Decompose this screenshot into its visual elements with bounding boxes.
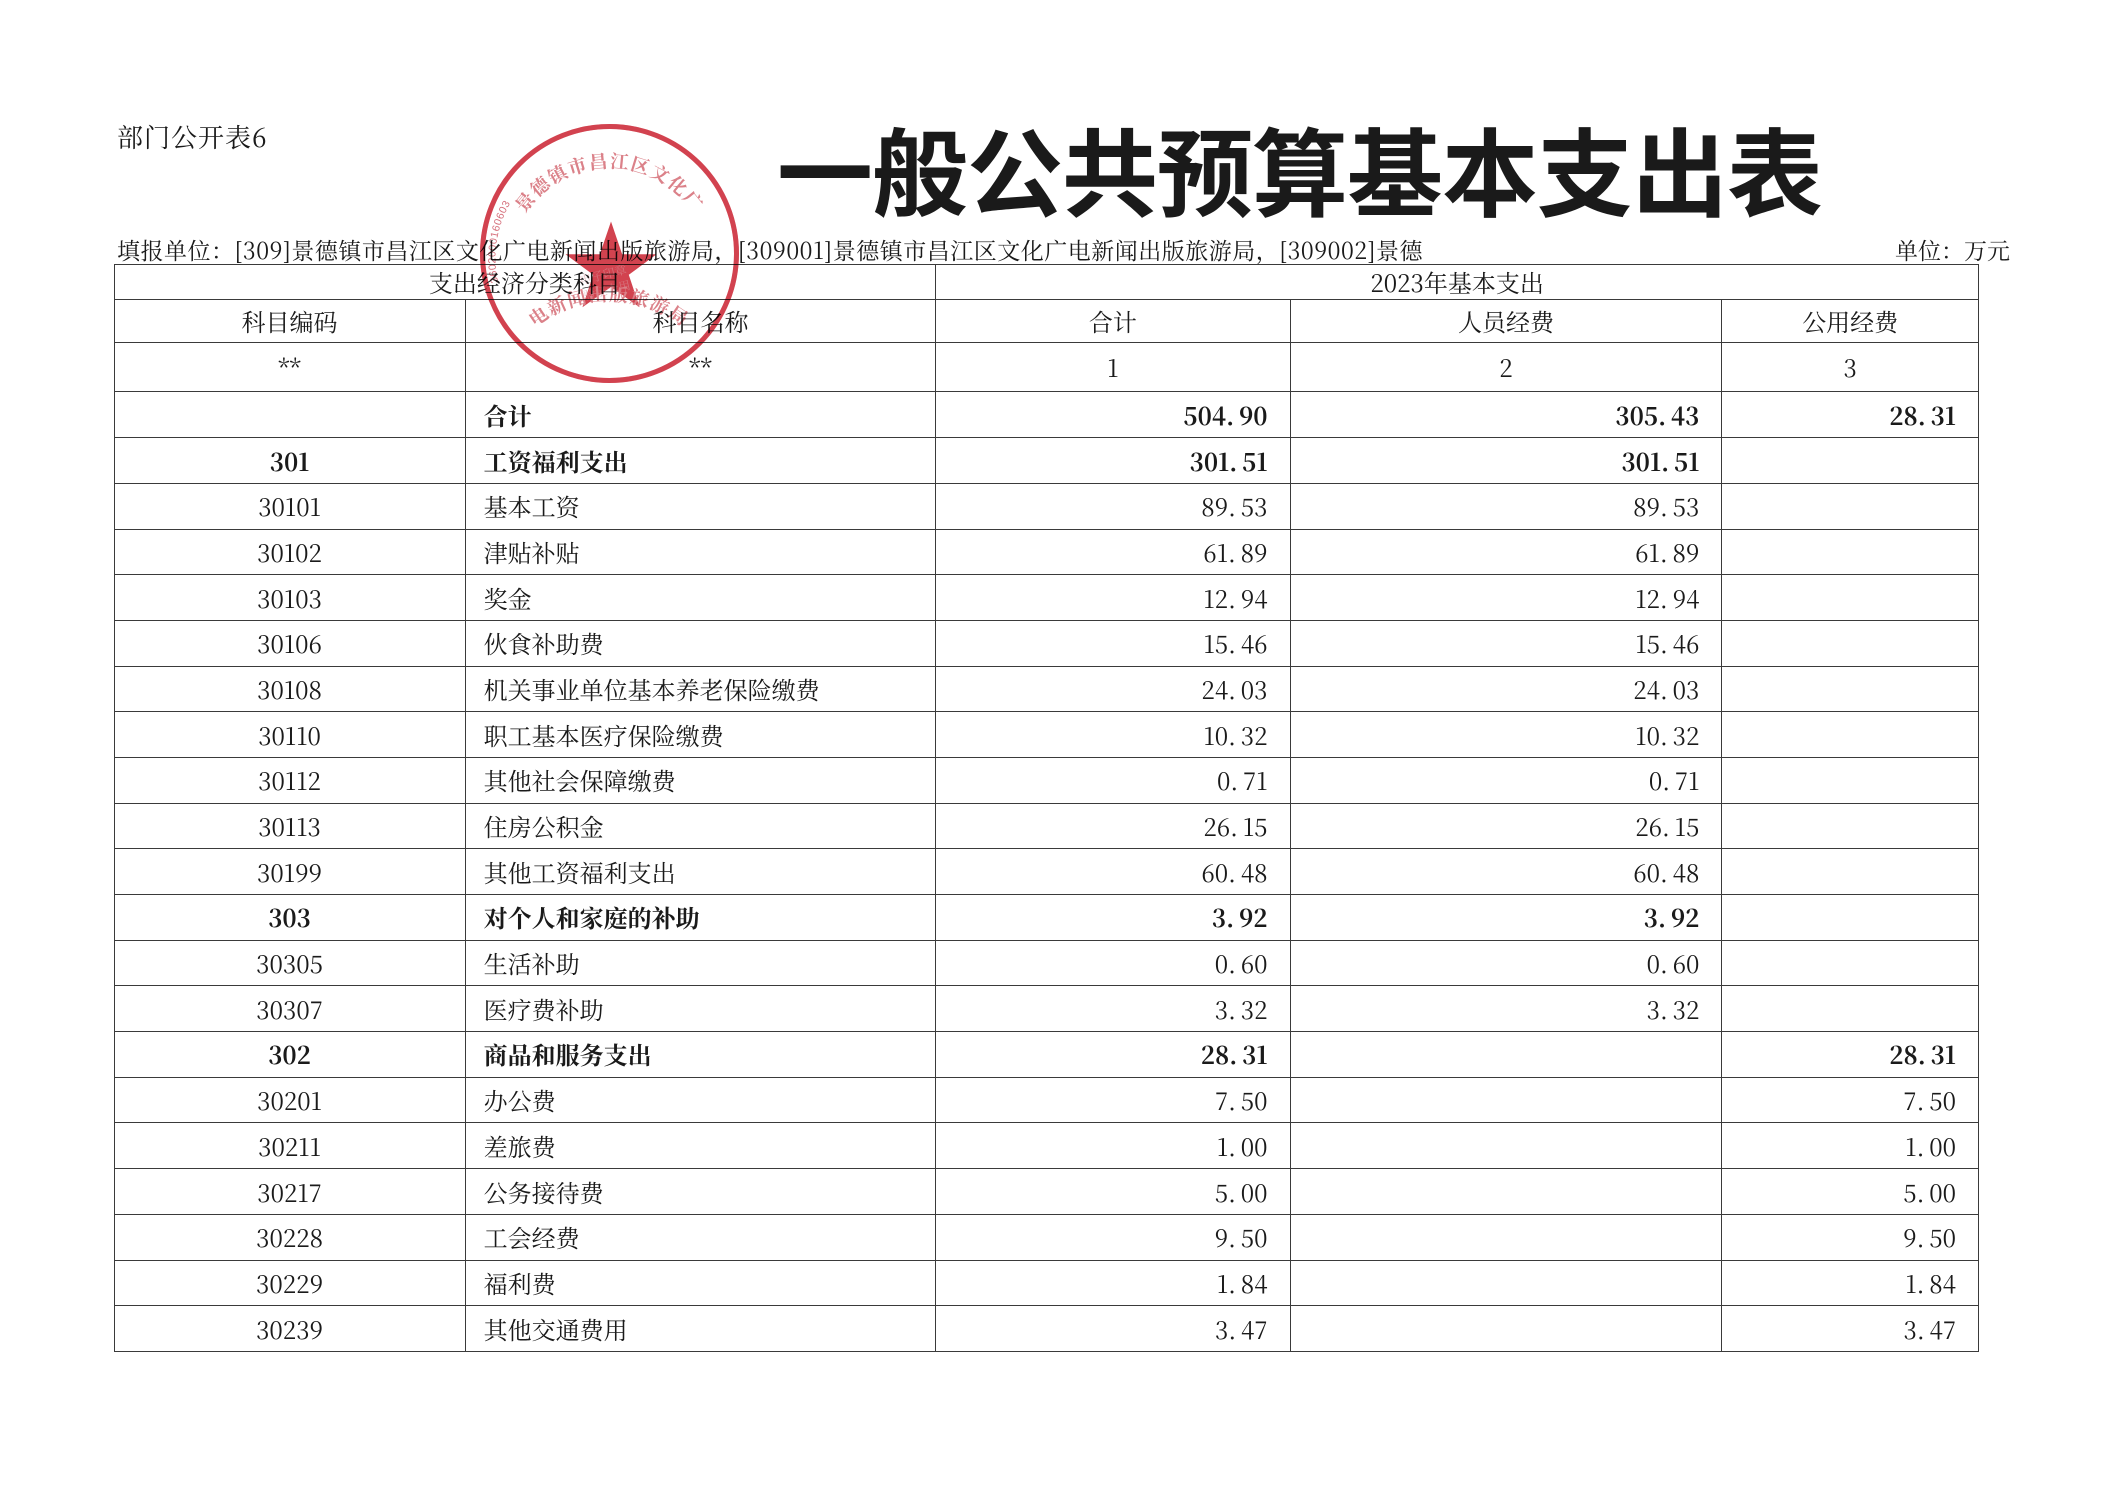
- svg-text:景德镇市昌江区文化广: 景德镇市昌江区文化广: [509, 147, 710, 217]
